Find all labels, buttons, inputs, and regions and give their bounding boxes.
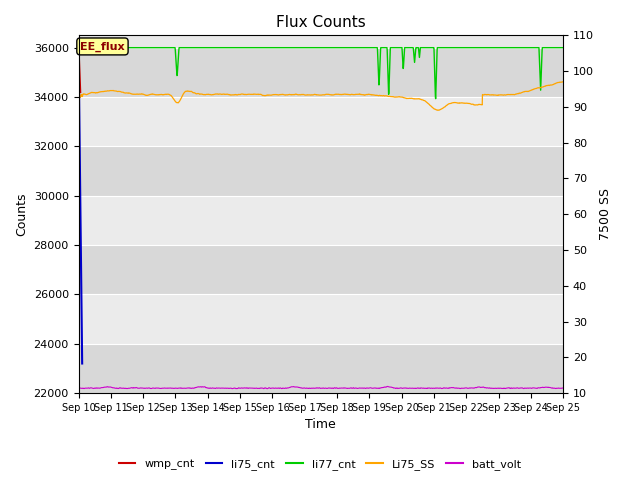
Bar (79, 344, 563, 393)
Title: Flux Counts: Flux Counts (276, 15, 365, 30)
Bar (79, 48, 563, 97)
Bar (79, 146, 563, 196)
Legend: wmp_cnt, li75_cnt, li77_cnt, Li75_SS, batt_volt: wmp_cnt, li75_cnt, li77_cnt, Li75_SS, ba… (115, 455, 525, 474)
Y-axis label: Counts: Counts (15, 192, 28, 236)
Text: EE_flux: EE_flux (80, 41, 125, 51)
Y-axis label: 7500 SS: 7500 SS (600, 188, 612, 240)
X-axis label: Time: Time (305, 419, 336, 432)
Bar (79, 196, 563, 245)
Bar (79, 294, 563, 344)
Bar (79, 97, 563, 146)
Bar (79, 245, 563, 294)
